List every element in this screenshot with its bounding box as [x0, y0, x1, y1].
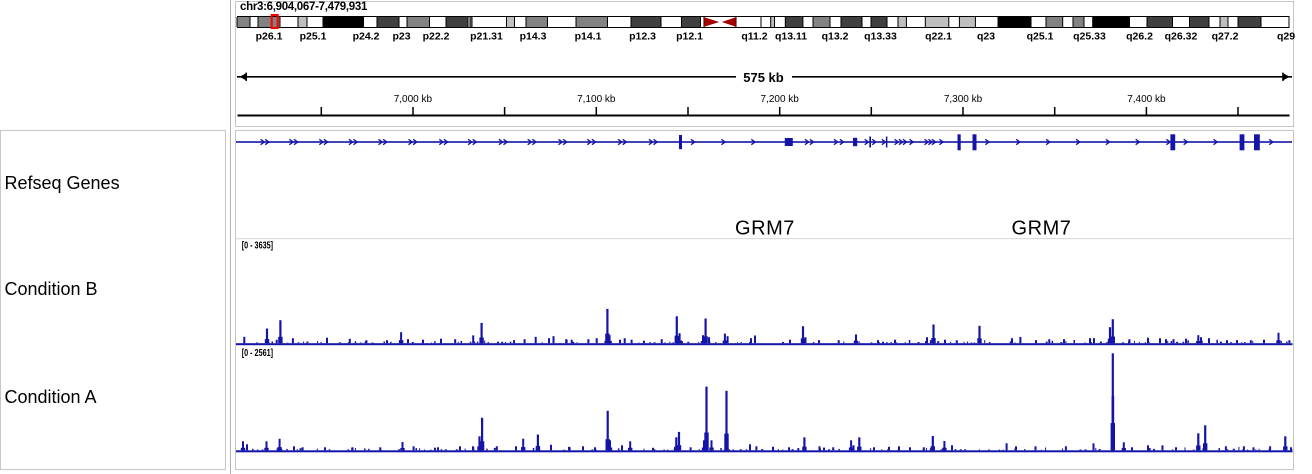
svg-text:q13.11: q13.11 — [775, 31, 807, 43]
svg-text:q26.2: q26.2 — [1126, 31, 1153, 43]
svg-text:GRM7: GRM7 — [735, 218, 795, 240]
svg-text:p26.1: p26.1 — [256, 31, 283, 43]
svg-text:p25.1: p25.1 — [300, 31, 327, 43]
svg-text:[0 - 2561]: [0 - 2561] — [242, 347, 273, 359]
svg-text:q23: q23 — [977, 31, 995, 43]
svg-text:7,400 kb: 7,400 kb — [1127, 94, 1166, 105]
svg-text:p23: p23 — [392, 31, 410, 43]
svg-text:p14.1: p14.1 — [575, 31, 602, 43]
svg-text:q13.33: q13.33 — [864, 31, 897, 43]
svg-text:p21.31: p21.31 — [470, 31, 503, 43]
svg-text:q29: q29 — [1277, 31, 1295, 43]
svg-text:q22.1: q22.1 — [925, 31, 952, 43]
svg-text:p12.1: p12.1 — [676, 31, 703, 43]
svg-text:p24.2: p24.2 — [353, 31, 380, 43]
svg-text:[0 - 3635]: [0 - 3635] — [242, 239, 273, 251]
svg-text:q27.2: q27.2 — [1212, 31, 1239, 43]
svg-text:575 kb: 575 kb — [743, 70, 784, 85]
svg-text:q26.32: q26.32 — [1165, 31, 1198, 43]
svg-text:7,100 kb: 7,100 kb — [577, 94, 616, 105]
svg-text:GRM7: GRM7 — [1012, 218, 1072, 240]
svg-text:q13.2: q13.2 — [822, 31, 849, 43]
svg-text:p14.3: p14.3 — [520, 31, 547, 43]
svg-text:p12.3: p12.3 — [629, 31, 656, 43]
svg-text:7,200 kb: 7,200 kb — [761, 94, 800, 105]
svg-text:q11.2: q11.2 — [741, 31, 767, 43]
svg-text:q25.33: q25.33 — [1073, 31, 1106, 43]
svg-text:7,300 kb: 7,300 kb — [944, 94, 983, 105]
svg-text:7,000 kb: 7,000 kb — [394, 94, 433, 105]
svg-text:q25.1: q25.1 — [1027, 31, 1054, 43]
svg-text:p22.2: p22.2 — [423, 31, 450, 43]
